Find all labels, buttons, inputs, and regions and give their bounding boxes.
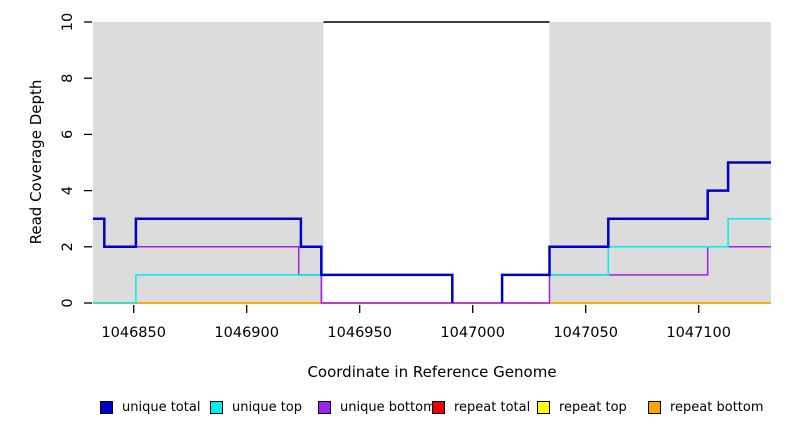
x-tick-label: 1047100: [666, 325, 731, 341]
x-axis-title: Coordinate in Reference Genome: [307, 363, 557, 381]
legend: unique total unique top unique bottom repea…: [0, 398, 792, 420]
series-line-unique-total: [500, 161, 771, 303]
legend-item-label: repeat total: [454, 399, 531, 415]
y-tick-label: 2: [60, 242, 76, 251]
legend-item-label: unique total: [122, 399, 201, 415]
legend-item-repeat-top: repeat top: [537, 398, 627, 416]
legend-item-unique-bottom: unique bottom: [318, 398, 436, 416]
legend-swatch-repeat-bottom: [648, 400, 661, 414]
legend-item-label: repeat bottom: [670, 399, 764, 415]
legend-swatch-unique-bottom: [318, 400, 331, 414]
x-tick-label: 1046900: [214, 325, 279, 341]
y-tick-label: 4: [60, 186, 76, 195]
series-line-unique-total: [93, 217, 454, 303]
x-tick-label: 1047050: [553, 325, 618, 341]
y-tick-label: 6: [60, 130, 76, 139]
y-tick-label: 10: [60, 13, 76, 31]
x-tick-label: 1046950: [327, 325, 392, 341]
x-tick-label: 1046850: [101, 325, 166, 341]
y-tick-label: 8: [60, 74, 76, 83]
repeat-region-left: [93, 22, 324, 303]
legend-swatch-unique-top: [210, 400, 223, 414]
legend-item-label: unique top: [232, 399, 303, 415]
legend-swatch-repeat-total: [432, 400, 445, 414]
legend-item-repeat-bottom: repeat bottom: [648, 398, 764, 416]
legend-swatch-unique-total: [100, 400, 113, 414]
legend-swatch-repeat-top: [537, 400, 550, 414]
legend-item-unique-top: unique top: [210, 398, 302, 416]
y-axis-title: Read Coverage Depth: [27, 79, 45, 245]
legend-item-label: repeat top: [559, 399, 627, 415]
legend-item-unique-total: unique total: [100, 398, 200, 416]
x-tick-label: 1047000: [440, 325, 505, 341]
y-tick-label: 0: [60, 298, 76, 307]
legend-item-label: unique bottom: [340, 399, 436, 415]
legend-item-repeat-total: repeat total: [432, 398, 530, 416]
